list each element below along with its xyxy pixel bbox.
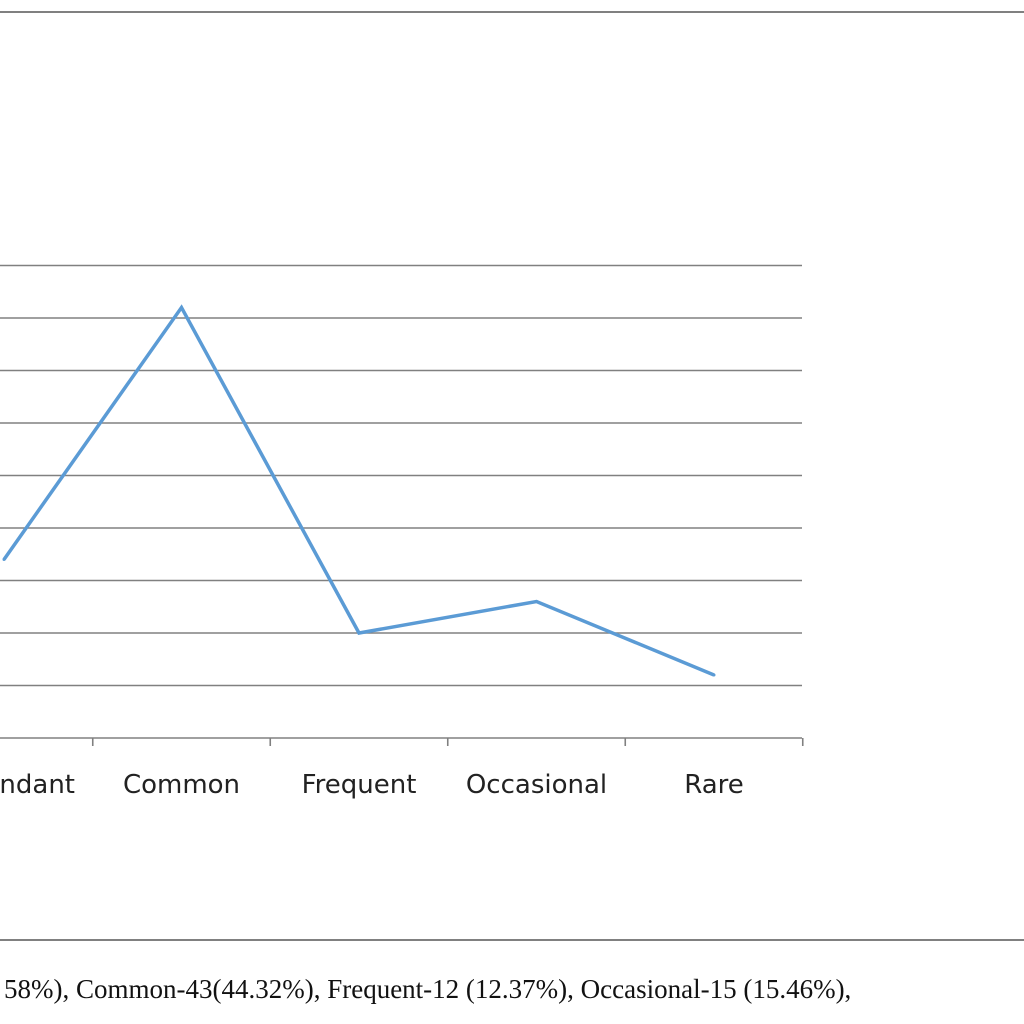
data-point-frequent bbox=[357, 631, 361, 635]
data-point-common bbox=[180, 306, 183, 309]
series-layer bbox=[2, 304, 716, 677]
x-tick-label-frequent: Frequent bbox=[302, 770, 417, 800]
series-line bbox=[2, 304, 715, 677]
x-tick-labels: ndant Common Frequent Occasional Rare bbox=[0, 770, 744, 800]
data-point-abundant bbox=[2, 558, 6, 561]
x-tick-label-abundant: ndant bbox=[0, 770, 75, 800]
data-point-rare bbox=[712, 673, 716, 677]
data-point-occasional bbox=[535, 600, 538, 603]
x-tick-label-common: Common bbox=[123, 770, 240, 800]
x-tick-label-occasional: Occasional bbox=[466, 770, 607, 800]
x-axis bbox=[0, 737, 804, 746]
gridlines bbox=[0, 264, 802, 687]
figure-caption: 58%), Common-43(44.32%), Frequent-12 (12… bbox=[4, 974, 851, 1004]
x-tick-label-rare: Rare bbox=[684, 770, 744, 800]
